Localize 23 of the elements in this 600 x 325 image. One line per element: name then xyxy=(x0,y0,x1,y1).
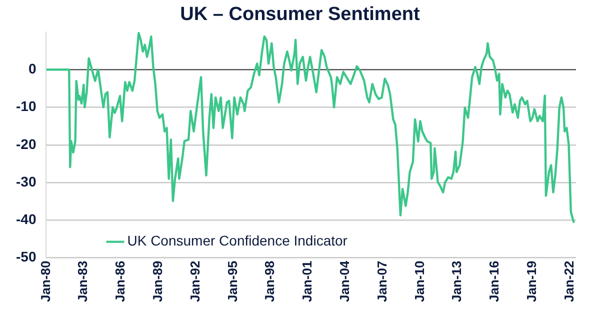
y-tick-label: -10 xyxy=(16,98,36,114)
legend-label: UK Consumer Confidence Indicator xyxy=(127,232,348,249)
y-tick-label: -40 xyxy=(16,211,36,228)
x-tick-label: Jan-95 xyxy=(224,260,240,302)
x-tick-label: Jan-16 xyxy=(486,260,502,302)
y-tick-label: -50 xyxy=(16,248,36,265)
x-tick-label: Jan-92 xyxy=(187,260,202,302)
x-tick-label: Jan-86 xyxy=(112,260,128,302)
x-tick-label: Jan-89 xyxy=(150,260,166,302)
y-tick-label: -30 xyxy=(16,173,36,190)
x-tick-label: Jan-13 xyxy=(449,260,464,302)
x-tick-label: Jan-80 xyxy=(38,260,53,302)
x-tick-label: Jan-01 xyxy=(300,260,315,302)
x-tick-label: Jan-22 xyxy=(561,260,576,302)
y-tick-label: -20 xyxy=(16,136,36,152)
x-tick-label: Jan-10 xyxy=(412,260,427,302)
chart-title: UK – Consumer Sentiment xyxy=(179,4,421,26)
x-tick-label: Jan-98 xyxy=(262,260,278,302)
x-tick-label: Jan-04 xyxy=(336,260,352,302)
y-tick-label: 0 xyxy=(28,60,36,76)
x-tick-label: Jan-19 xyxy=(524,260,539,302)
x-tick-label: Jan-07 xyxy=(374,260,390,302)
x-tick-label: Jan-83 xyxy=(75,260,90,302)
